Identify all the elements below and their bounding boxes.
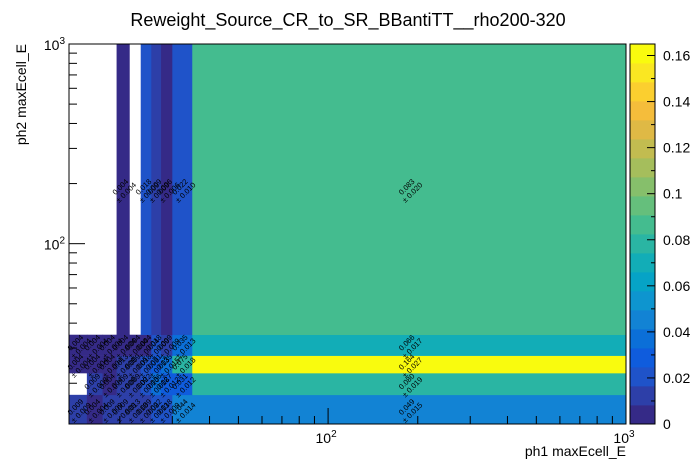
heatmap-cell: [116, 355, 130, 374]
heatmap-cell: [192, 394, 627, 425]
color-bar-segment: [630, 348, 655, 368]
heatmap-cell: [192, 373, 627, 396]
heatmap-cell: [172, 44, 193, 336]
color-bar-segment: [630, 158, 655, 178]
color-bar-segment: [630, 272, 655, 292]
heatmap-cell: [140, 355, 152, 374]
heatmap-cell: [151, 44, 162, 336]
color-bar-tick-label: 0.08: [663, 232, 690, 248]
y-axis-label: ph2 maxEcell_E: [13, 44, 29, 145]
heatmap-cell: [161, 44, 173, 336]
heatmap-cell: [129, 394, 142, 425]
heatmap-cell: [161, 355, 173, 374]
x-tick-label: 102: [316, 429, 338, 446]
heatmap-cell: [140, 334, 152, 356]
color-bar-segment: [630, 63, 655, 83]
color-bar-segment: [630, 177, 655, 197]
color-bar-tick-label: 0.04: [663, 324, 690, 340]
color-bar-segment: [630, 44, 655, 64]
heatmap-cell: [172, 373, 193, 396]
heatmap-cell: [161, 373, 173, 396]
heatmap-cell: [86, 373, 104, 396]
heatmap-cell: [151, 334, 162, 356]
color-bar-frame: [629, 43, 656, 425]
heatmap-cell: [140, 44, 152, 336]
heatmap-cell: [86, 334, 104, 356]
color-bar-segment: [630, 386, 655, 406]
heatmap-cell: [172, 334, 193, 356]
heatmap-cell: [116, 44, 130, 336]
y-tick-label: 102: [44, 236, 66, 253]
color-bar-segment: [630, 329, 655, 349]
color-bar-tick-label: 0.02: [663, 370, 690, 386]
heatmap-cell: [129, 334, 142, 356]
x-tick-label: 103: [613, 429, 635, 446]
color-bar-segment: [630, 367, 655, 387]
color-bar-tick-label: 0.16: [663, 48, 690, 64]
plot-frame: [68, 43, 627, 425]
heatmap-cell: [172, 394, 193, 425]
color-bar-segment: [630, 82, 655, 102]
heatmap-cell: [129, 355, 142, 374]
heatmap-cells: [69, 44, 627, 425]
heatmap-cell: [192, 334, 627, 356]
color-bar-tick-label: 0.12: [663, 140, 690, 156]
color-bar-segment: [630, 101, 655, 121]
axes: 102 103 102 103: [44, 36, 635, 446]
heatmap-cell: [116, 373, 130, 396]
cell-label: 0.009± 0.009: [132, 395, 162, 425]
heatmap-cell: [69, 355, 88, 374]
y-tick-label: 103: [44, 36, 66, 53]
heatmap-cell: [69, 394, 88, 425]
color-bar-segment: [630, 253, 655, 273]
x-axis-label: ph1 maxEcell_E: [525, 443, 626, 459]
heatmap-cell: [192, 355, 627, 374]
chart-title: Reweight_Source_CR_to_SR_BBantiTT__rho20…: [130, 10, 565, 31]
color-bar: 0 0.02 0.04 0.06 0.08 0.1 0.12 0.14 0.16: [629, 43, 690, 432]
color-bar-tick-label: 0.14: [663, 94, 690, 110]
heatmap-cell: [102, 373, 118, 396]
heatmap-cell: [129, 373, 142, 396]
heatmap-cell: [140, 394, 152, 425]
heatmap-cell: [151, 373, 162, 396]
color-bar-segment: [630, 120, 655, 140]
color-bar-segment: [630, 234, 655, 254]
heatmap-cell: [140, 373, 152, 396]
heatmap-cell: [151, 394, 162, 425]
heatmap-cell: [172, 355, 193, 374]
color-bar-segment: [630, 196, 655, 216]
heatmap-cell: [161, 394, 173, 425]
color-bar-segment: [630, 139, 655, 159]
heatmap-cell: [102, 355, 118, 374]
color-bar-segment: [630, 405, 655, 425]
heatmap-cell: [102, 394, 118, 425]
color-bar-segment: [630, 310, 655, 330]
heatmap-cell: [192, 44, 627, 336]
heatmap-cell: [161, 334, 173, 356]
heatmap-cell: [86, 394, 104, 425]
color-bar-tick-label: 0.1: [663, 186, 683, 202]
color-bar-tick-label: 0: [663, 416, 671, 432]
heatmap-cell: [86, 355, 104, 374]
color-bar-tick-label: 0.06: [663, 278, 690, 294]
heatmap-cell: [69, 334, 88, 356]
heatmap-cell: [151, 355, 162, 374]
color-bar-segment: [630, 215, 655, 235]
heatmap-cell: [116, 334, 130, 356]
heatmap-cell: [102, 334, 118, 356]
color-bar-segment: [630, 291, 655, 311]
